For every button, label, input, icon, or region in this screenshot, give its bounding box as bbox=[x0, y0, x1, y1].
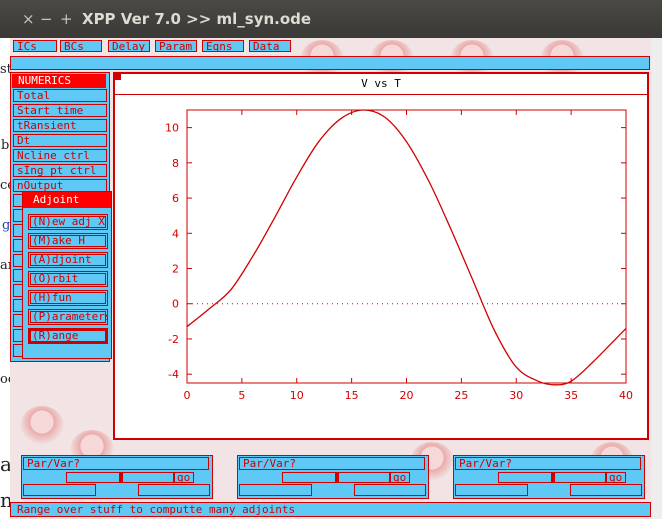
close-icon[interactable]: × bbox=[22, 10, 35, 28]
menu-data[interactable]: Data bbox=[249, 40, 291, 52]
series-line-v bbox=[186, 109, 627, 386]
slider-1-knob[interactable] bbox=[119, 472, 123, 483]
menu-bcs[interactable]: BCs bbox=[60, 40, 102, 52]
y-tick-label: 10 bbox=[165, 122, 179, 135]
adjoint-adjoint[interactable]: (A)djoint bbox=[28, 252, 108, 268]
adjoint-title: Adjoint bbox=[23, 192, 111, 208]
slider-1-low[interactable] bbox=[23, 484, 96, 496]
x-tick-label: 15 bbox=[345, 389, 359, 402]
menubar: ICs BCs Delay Param Eqns Data bbox=[10, 38, 651, 54]
graph-active-marker bbox=[115, 74, 121, 80]
slider-3-low[interactable] bbox=[455, 484, 528, 496]
window-titlebar: × − + XPP Ver 7.0 >> ml_syn.ode bbox=[0, 0, 662, 38]
x-tick-label: 5 bbox=[238, 389, 245, 402]
slider-2-low[interactable] bbox=[239, 484, 312, 496]
slider-1-high[interactable] bbox=[138, 484, 210, 496]
graph-title: V vs T bbox=[115, 74, 647, 95]
minimize-icon[interactable]: − bbox=[40, 10, 53, 28]
status-bar: Range over stuff to computte many adjoin… bbox=[10, 502, 651, 517]
command-line[interactable] bbox=[10, 56, 650, 70]
bg-fragment: g bbox=[2, 218, 11, 233]
slider-bar: Par/Var? go Par/Var? go Par/Var? go bbox=[10, 452, 651, 500]
santa-wallpaper-icon bbox=[20, 406, 64, 446]
slider-3-high[interactable] bbox=[570, 484, 642, 496]
window-title: XPP Ver 7.0 >> ml_syn.ode bbox=[82, 10, 312, 28]
adjoint-make-h[interactable]: (M)ake H bbox=[28, 233, 108, 249]
adjoint-parameters[interactable]: (P)arameters bbox=[28, 309, 108, 325]
slider-2-knob[interactable] bbox=[335, 472, 339, 483]
numerics-start-time[interactable]: Start time bbox=[13, 104, 107, 117]
numerics-sing-pt-ctrl[interactable]: sIng pt ctrl bbox=[13, 164, 107, 177]
slider-3-knob[interactable] bbox=[551, 472, 555, 483]
y-tick-label: 6 bbox=[172, 192, 179, 205]
menu-param[interactable]: Param bbox=[155, 40, 197, 52]
menu-ics[interactable]: ICs bbox=[13, 40, 57, 52]
bg-fragment: st bbox=[0, 62, 12, 77]
y-tick-label: 0 bbox=[172, 298, 179, 311]
adjoint-range[interactable]: (R)ange bbox=[28, 328, 108, 344]
x-tick-label: 25 bbox=[454, 389, 468, 402]
numerics-transient[interactable]: tRansient bbox=[13, 119, 107, 132]
bg-fragment: a bbox=[0, 452, 12, 476]
numerics-title: NUMERICS bbox=[12, 74, 106, 88]
plot-frame bbox=[186, 109, 627, 384]
x-tick-label: 40 bbox=[619, 389, 633, 402]
slider-3-parvar[interactable]: Par/Var? bbox=[455, 457, 641, 470]
adjoint-orbit[interactable]: (O)rbit bbox=[28, 271, 108, 287]
slider-2-high[interactable] bbox=[354, 484, 426, 496]
adjoint-new-adj[interactable]: (N)ew adj X bbox=[28, 214, 108, 230]
adjoint-hfun[interactable]: (H)fun bbox=[28, 290, 108, 306]
menu-delay[interactable]: Delay bbox=[108, 40, 150, 52]
slider-1-go[interactable]: go bbox=[174, 472, 194, 483]
y-tick-label: 2 bbox=[172, 263, 179, 276]
slider-2-parvar[interactable]: Par/Var? bbox=[239, 457, 425, 470]
x-tick-label: 0 bbox=[184, 389, 191, 402]
y-tick-label: -4 bbox=[168, 368, 179, 381]
slider-3-go[interactable]: go bbox=[606, 472, 626, 483]
y-tick-label: 4 bbox=[172, 227, 179, 240]
numerics-dt[interactable]: Dt bbox=[13, 134, 107, 147]
slider-2-go[interactable]: go bbox=[390, 472, 410, 483]
y-tick-label: 8 bbox=[172, 157, 179, 170]
bg-fragment: b bbox=[1, 138, 10, 153]
numerics-ncline-ctrl[interactable]: Ncline ctrl bbox=[13, 149, 107, 162]
bg-fragment: n bbox=[0, 488, 13, 512]
numerics-total[interactable]: Total bbox=[13, 89, 107, 102]
x-tick-label: 30 bbox=[509, 389, 523, 402]
y-tick-label: -2 bbox=[168, 333, 179, 346]
menu-eqns[interactable]: Eqns bbox=[202, 40, 244, 52]
x-tick-label: 35 bbox=[564, 389, 578, 402]
graph-window[interactable]: V vs T 0 5 10 15 20 25 30 35 40 -4 -2 0 2 4 6 8 10 bbox=[113, 72, 649, 440]
v-vs-t-plot[interactable]: 0 5 10 15 20 25 30 35 40 -4 -2 0 2 4 6 8 10 bbox=[115, 94, 647, 438]
slider-1-parvar[interactable]: Par/Var? bbox=[23, 457, 209, 470]
maximize-icon[interactable]: + bbox=[60, 10, 73, 28]
x-tick-label: 20 bbox=[400, 389, 414, 402]
x-tick-label: 10 bbox=[290, 389, 304, 402]
background-window bbox=[0, 38, 10, 519]
